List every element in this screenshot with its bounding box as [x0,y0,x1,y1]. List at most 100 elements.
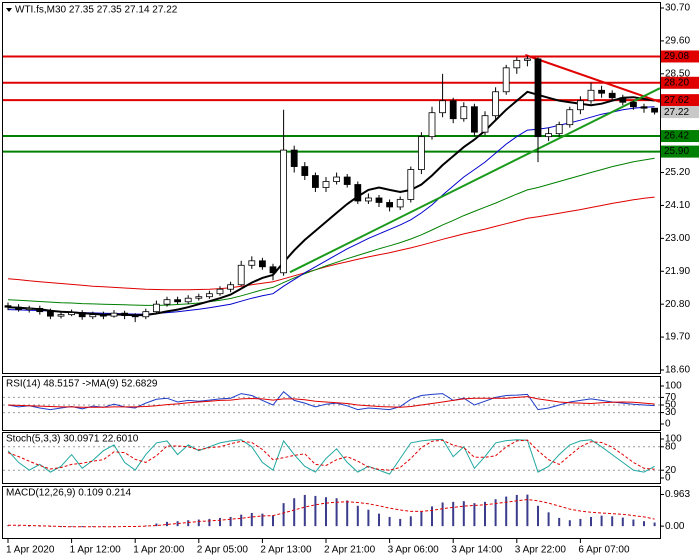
candle-body [248,260,256,266]
histogram-bar [176,521,179,527]
histogram-bar [431,506,433,527]
rsi-panel [2,376,661,431]
histogram-bar [399,518,402,527]
candle-body [439,100,447,114]
indicator-line [7,439,655,471]
stoch-title: Stoch(5,3,3) 30.0971 22.6010 [6,434,139,445]
histogram-bar [378,513,380,527]
histogram-bar [197,519,200,527]
histogram-bar [166,521,168,527]
histogram-bar [346,500,349,527]
trend-line [524,54,661,103]
histogram-bar [547,512,550,527]
histogram-bar [632,519,635,527]
histogram-bar [409,516,412,527]
histogram-bar [240,514,243,527]
histogram-bar [590,516,592,527]
y-tick-label: 0.963 [665,489,690,500]
candle-body [333,176,341,182]
histogram-bar [356,505,359,527]
histogram-bar [208,518,211,527]
candle-body [449,100,457,120]
y-tick-label: 20.80 [665,299,690,310]
candle-body [343,176,351,185]
indicator-line [7,390,655,411]
histogram-bar [441,502,444,527]
x-tick-label: 3 Apr 14:00 [451,545,503,556]
candle-body [280,149,288,274]
y-tick-label: 70 [665,392,677,403]
histogram-bar [621,517,624,527]
y-tick-label: 50 [665,400,677,411]
candle-body [78,312,86,318]
candle-body [407,169,415,200]
y-tick-label: 25.20 [665,167,690,178]
histogram-bar [579,518,582,527]
candle-body [258,260,266,268]
price-tag [661,130,699,143]
candle-body [534,58,542,138]
candle-body [152,303,160,313]
y-tick-label: 19.70 [665,332,690,343]
histogram-bar [505,496,508,527]
price-tag-label: 27.62 [664,95,689,106]
candle-body [195,296,203,299]
candle-body [47,311,54,317]
histogram-bar [17,525,20,527]
y-tick-label: 30 [665,407,677,418]
histogram-bar [155,523,158,527]
candle-body [290,149,298,167]
candle-body [237,264,245,286]
candle-body [121,312,128,316]
y-tick-label: 0 [665,473,671,484]
histogram-bar [38,526,41,527]
histogram-bar [367,509,370,527]
price-tag-label: 27.22 [664,107,689,118]
price-tag [661,50,699,63]
candle-body [460,106,468,120]
candle-body [36,307,44,313]
candle-body [205,293,213,298]
candle-body [110,312,118,317]
menu-arrow [6,8,12,12]
price-tag [661,106,699,119]
candle-body [4,305,12,308]
y-tick-label: 23.00 [665,233,690,244]
histogram-bar [229,516,232,527]
x-tick-label: 6 Apr 07:00 [578,545,630,556]
price-tag [661,145,699,158]
candle-body [417,136,425,170]
candle-body [227,284,235,290]
histogram-bar [303,494,306,527]
histogram-bar [325,497,327,527]
histogram-bar [484,501,486,527]
histogram-bar [60,526,62,528]
candle-body [492,91,500,117]
candle-body [100,314,107,317]
candle-body [68,312,75,316]
candle-body [566,109,574,126]
price-tag-label: 28.20 [664,77,689,88]
histogram-bar [473,503,476,527]
histogram-bar [568,520,571,527]
histogram-bar [261,513,264,527]
histogram-bar [91,526,94,527]
candle-body [364,197,372,202]
histogram-bar [335,498,338,527]
candle-body [587,89,595,102]
candle-body [481,115,489,133]
x-tick-label: 3 Apr 06:00 [388,545,440,556]
histogram-bar [28,526,31,527]
x-tick-label: 2 Apr 05:00 [197,545,249,556]
rsi-title: RSI(14) 48.5157 ->MA(9) 52.6829 [6,379,158,390]
price-tag-label: 25.90 [664,146,689,157]
histogram-bar [526,494,529,527]
moving-average [7,196,655,291]
histogram-bar [452,501,455,527]
histogram-bar [494,499,497,527]
histogram-bar [187,520,190,527]
candle-body [640,106,648,109]
y-tick-label: 100 [665,434,682,445]
candle-body [630,101,637,108]
